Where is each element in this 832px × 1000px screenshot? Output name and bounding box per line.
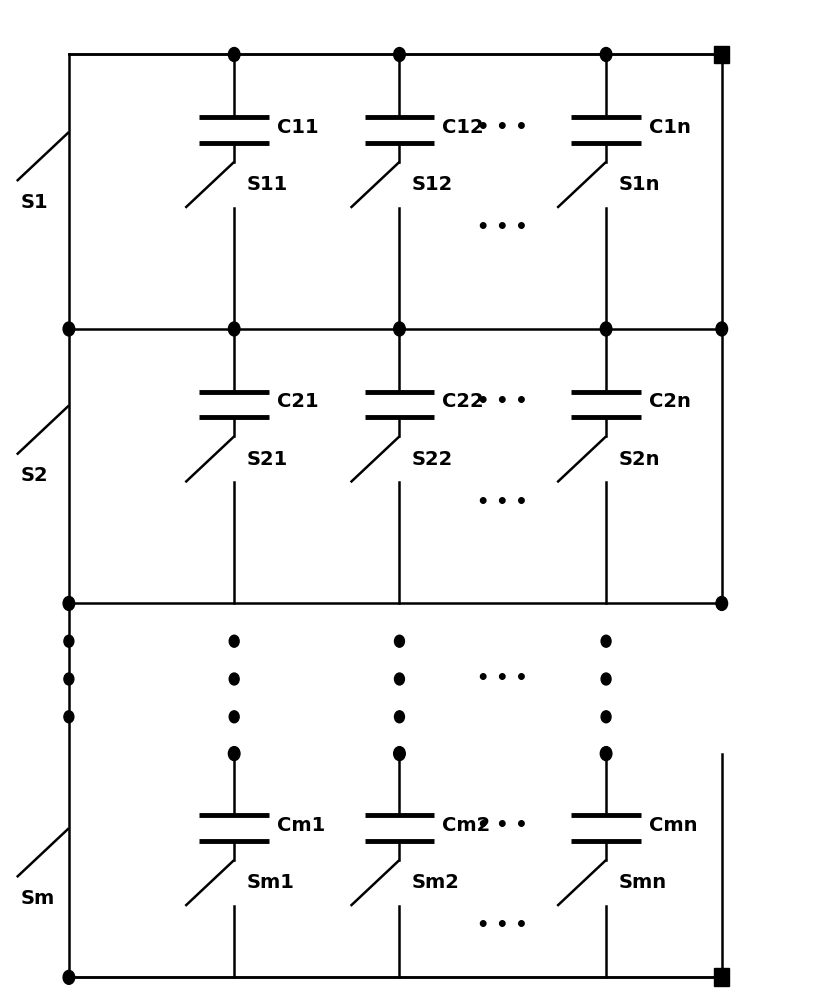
Circle shape: [63, 322, 75, 336]
Circle shape: [63, 970, 75, 984]
Circle shape: [602, 673, 611, 685]
Circle shape: [601, 322, 612, 336]
Text: • • •: • • •: [478, 392, 528, 411]
Text: S1: S1: [21, 193, 48, 212]
Circle shape: [64, 635, 74, 647]
Text: • • •: • • •: [478, 118, 528, 137]
Circle shape: [394, 635, 404, 647]
Text: Smn: Smn: [618, 873, 666, 892]
Text: • • •: • • •: [478, 670, 528, 688]
Circle shape: [601, 747, 612, 761]
Text: Cm2: Cm2: [443, 816, 491, 835]
Circle shape: [229, 48, 240, 61]
Text: C12: C12: [443, 118, 484, 137]
Text: S2: S2: [21, 466, 48, 485]
Circle shape: [64, 711, 74, 723]
Circle shape: [394, 673, 404, 685]
Text: • • •: • • •: [478, 816, 528, 835]
Text: C22: C22: [443, 392, 484, 411]
Text: • • •: • • •: [478, 493, 528, 512]
Text: Sm1: Sm1: [246, 873, 295, 892]
Circle shape: [230, 635, 239, 647]
Bar: [715, 968, 729, 986]
Circle shape: [63, 596, 75, 610]
Circle shape: [229, 747, 240, 761]
Circle shape: [230, 711, 239, 723]
Circle shape: [601, 48, 612, 61]
Text: • • •: • • •: [478, 218, 528, 237]
Circle shape: [602, 711, 611, 723]
Circle shape: [394, 322, 405, 336]
Text: S21: S21: [246, 450, 288, 469]
Text: S12: S12: [412, 175, 453, 194]
Circle shape: [230, 673, 239, 685]
Text: Cm1: Cm1: [277, 816, 325, 835]
Bar: [715, 46, 729, 63]
Text: C11: C11: [277, 118, 319, 137]
Text: S2n: S2n: [618, 450, 660, 469]
Text: Cmn: Cmn: [649, 816, 697, 835]
Text: Sm2: Sm2: [412, 873, 460, 892]
Text: C21: C21: [277, 392, 319, 411]
Text: Sm: Sm: [21, 889, 55, 908]
Circle shape: [602, 635, 611, 647]
Circle shape: [394, 711, 404, 723]
Text: S22: S22: [412, 450, 453, 469]
Circle shape: [716, 596, 727, 610]
Circle shape: [229, 322, 240, 336]
Text: C2n: C2n: [649, 392, 691, 411]
Circle shape: [64, 673, 74, 685]
Text: C1n: C1n: [649, 118, 691, 137]
Circle shape: [394, 747, 405, 761]
Circle shape: [716, 322, 727, 336]
Text: S11: S11: [246, 175, 288, 194]
Text: • • •: • • •: [478, 916, 528, 935]
Circle shape: [394, 48, 405, 61]
Text: S1n: S1n: [618, 175, 660, 194]
